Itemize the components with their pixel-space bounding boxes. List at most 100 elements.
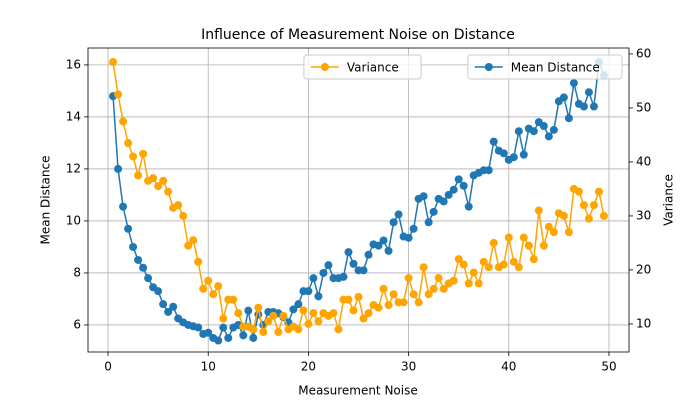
point	[164, 307, 173, 316]
point	[304, 319, 313, 328]
point	[429, 284, 438, 293]
x-tick-label: 0	[104, 360, 112, 374]
point	[194, 257, 203, 266]
chart-title: Influence of Measurement Noise on Distan…	[201, 27, 515, 43]
point	[109, 58, 118, 67]
point	[304, 287, 313, 296]
point	[579, 201, 588, 210]
point	[199, 284, 208, 293]
point	[374, 241, 383, 250]
point	[299, 306, 308, 315]
point	[164, 187, 173, 196]
point	[324, 261, 333, 270]
point	[459, 260, 468, 269]
point	[379, 284, 388, 293]
point	[549, 228, 558, 237]
point	[334, 325, 343, 334]
point	[424, 290, 433, 299]
y-tick-label: 16	[66, 57, 81, 71]
point	[339, 272, 348, 281]
legend: Mean Distance	[467, 54, 623, 80]
point	[384, 246, 393, 255]
point	[439, 197, 448, 206]
y2-axis-label: Variance	[662, 174, 676, 226]
point	[234, 309, 243, 318]
point	[434, 274, 443, 283]
point	[254, 303, 263, 312]
x-tick-label: 10	[201, 360, 216, 374]
point	[134, 255, 143, 264]
point	[359, 314, 368, 323]
point	[204, 328, 213, 337]
point	[484, 166, 493, 175]
legend-marker	[484, 63, 493, 71]
point	[564, 228, 573, 237]
y-tick-label: 8	[73, 265, 81, 279]
point	[454, 255, 463, 264]
point	[329, 309, 338, 318]
point	[219, 314, 228, 323]
point	[479, 257, 488, 266]
legend: Variance	[303, 54, 422, 80]
point	[239, 331, 248, 340]
point	[559, 211, 568, 220]
point	[579, 102, 588, 111]
point	[394, 210, 403, 219]
point	[544, 132, 553, 141]
point	[464, 202, 473, 211]
point	[564, 114, 573, 123]
point	[414, 298, 423, 307]
point	[389, 290, 398, 299]
y2-tick-label: 20	[636, 262, 651, 276]
point	[279, 311, 288, 320]
point	[419, 192, 428, 201]
legend-marker	[320, 63, 329, 71]
point	[309, 309, 318, 318]
point	[209, 290, 218, 299]
point	[354, 292, 363, 301]
point	[259, 328, 268, 337]
point	[569, 79, 578, 88]
point	[319, 268, 328, 277]
point	[439, 284, 448, 293]
point	[129, 242, 138, 251]
plot-frame	[87, 47, 630, 353]
point	[499, 149, 508, 158]
point	[359, 266, 368, 275]
point	[194, 323, 203, 332]
point	[539, 122, 548, 131]
point	[364, 309, 373, 318]
legend-label: Variance	[347, 61, 399, 75]
point	[589, 201, 598, 210]
point	[344, 248, 353, 257]
point	[144, 274, 153, 283]
y-tick-label: 6	[73, 317, 81, 331]
point	[149, 174, 158, 183]
point	[404, 274, 413, 283]
point	[294, 325, 303, 334]
point	[504, 233, 513, 242]
point	[214, 282, 223, 291]
point	[464, 279, 473, 288]
point	[309, 274, 318, 283]
point	[419, 263, 428, 272]
point	[519, 233, 528, 242]
point	[154, 182, 163, 191]
point	[314, 317, 323, 326]
y-axis-label: Mean Distance	[39, 156, 53, 245]
point	[509, 257, 518, 266]
point	[249, 325, 258, 334]
point	[459, 181, 468, 190]
point	[189, 236, 198, 245]
point	[534, 206, 543, 215]
point	[244, 306, 253, 315]
point	[224, 333, 233, 342]
point	[519, 150, 528, 159]
point	[379, 236, 388, 245]
point	[529, 127, 538, 136]
point	[344, 295, 353, 304]
y2-tick-label: 40	[636, 154, 651, 168]
y2-tick-label: 30	[636, 208, 651, 222]
point	[599, 211, 608, 220]
